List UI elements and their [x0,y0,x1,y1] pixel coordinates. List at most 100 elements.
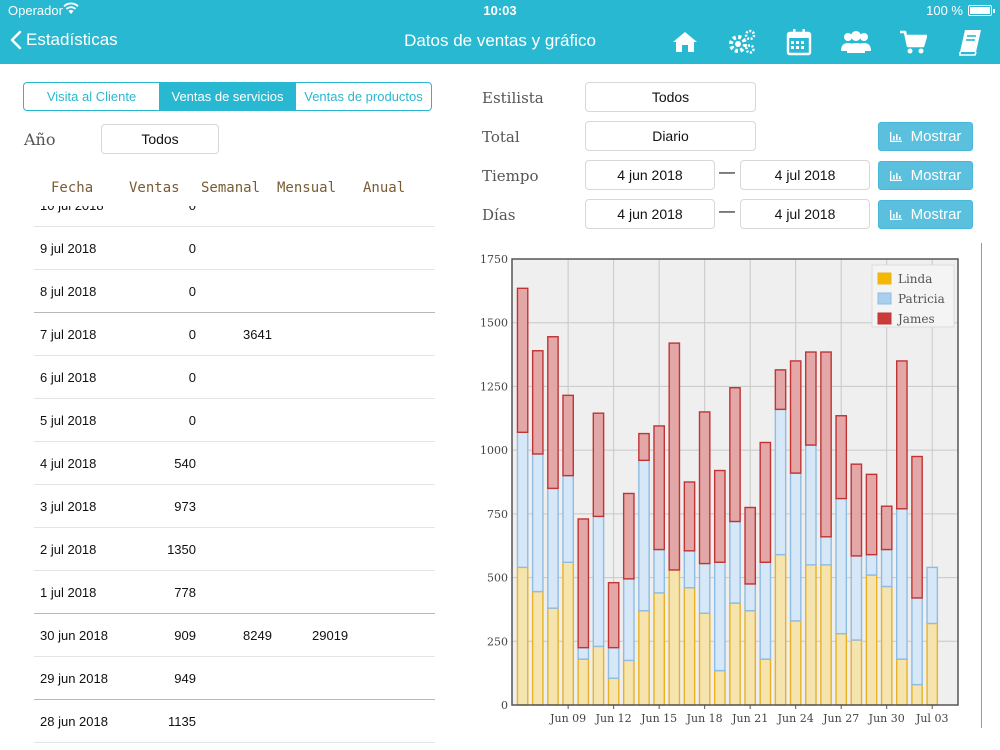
bar-james [516,287,529,434]
table-row[interactable]: 5 jul 2018 0 [34,399,435,442]
bar-james [531,350,544,455]
bar-linda [926,622,939,706]
status-bar: Operador 10:03 100 % [0,0,1000,20]
cell-sales: 0 [188,413,196,428]
days-from-date[interactable]: 4 jun 2018 [585,199,715,229]
segment-client-visit[interactable]: Visita al Cliente [24,83,160,110]
cell-date: 8 jul 2018 [40,284,97,299]
bar-linda [531,590,544,706]
cell-date: 30 jun 2018 [40,628,108,643]
bar-patricia [547,487,559,609]
bar-james [607,581,620,649]
column-header-weekly: Semanal [201,180,261,196]
x-tick-label: Jun 21 [731,712,768,725]
x-tick-label: Jun 15 [640,712,677,725]
bar-linda [713,669,726,706]
time-to-date[interactable]: 4 jul 2018 [740,160,870,190]
bar-james [653,425,666,551]
show-time-button[interactable]: Mostrar [878,161,973,190]
bar-linda [850,639,863,706]
bar-linda [668,569,681,706]
bar-linda [653,592,666,706]
cell-sales: 1350 [167,542,196,557]
table-row[interactable]: 29 jun 2018 949 [34,657,435,700]
table-row[interactable]: 1 jul 2018 778 [34,571,435,614]
bar-patricia [789,472,802,622]
table-row[interactable]: 8 jul 2018 0 [34,270,435,313]
show-days-button[interactable]: Mostrar [878,200,973,229]
table-row[interactable]: 10 jul 2018 0 [34,206,435,227]
year-select[interactable]: Todos [101,124,219,154]
bar-linda [683,587,696,706]
bar-linda [607,677,620,706]
calendar-icon[interactable] [781,26,817,58]
bar-patricia [850,555,863,641]
bar-patricia [607,646,620,679]
bar-patricia [729,520,741,604]
sales-chart: 0 250 500 750 1000 1250 1500 1750 Jun 09 Jun 12 Ju… [470,243,982,728]
bar-james [759,441,772,563]
users-icon[interactable] [838,26,874,58]
cell-monthly: 29019 [312,628,349,643]
bar-james [835,415,848,500]
bar-linda [896,658,908,706]
table-row[interactable]: 3 jul 2018 973 [34,485,435,528]
battery-icon [968,5,995,16]
bar-patricia [562,474,574,563]
legend-label-linda: Linda [898,272,932,286]
cell-sales: 0 [188,241,196,256]
table-row[interactable]: 6 jul 2018 0 [34,356,435,399]
bar-linda [547,607,559,706]
y-tick-label: 1250 [480,380,508,393]
year-label: Año [24,130,56,149]
show-total-label: Mostrar [910,128,962,145]
show-time-label: Mostrar [910,167,962,184]
bar-patricia [865,553,878,576]
total-select[interactable]: Diario [585,121,756,151]
column-header-monthly: Mensual [277,180,337,196]
bar-james [713,469,726,563]
days-to-date[interactable]: 4 jul 2018 [740,199,870,229]
back-label: Estadísticas [26,30,118,49]
table-row[interactable]: 7 jul 2018 0 3641 [34,313,435,356]
table-row[interactable]: 30 jun 2018 909 8249 29019 [34,614,435,657]
bar-linda [562,561,574,706]
bar-james [698,411,711,565]
y-tick-label: 750 [487,508,508,521]
bar-patricia [896,508,908,660]
bar-patricia [638,459,650,612]
bar-james [744,506,757,585]
segment-product-sales[interactable]: Ventas de productos [304,89,423,104]
time-from-date[interactable]: 4 jun 2018 [585,160,715,190]
table-row[interactable]: 9 jul 2018 0 [34,227,435,270]
bar-linda [516,566,529,706]
bar-linda [698,612,711,706]
stylist-select[interactable]: Todos [585,82,756,112]
back-button[interactable]: Estadísticas [10,30,118,50]
table-row[interactable]: 28 jun 2018 1135 [34,700,435,743]
settings-icon[interactable] [724,26,760,58]
wifi-icon [63,2,79,18]
cell-date: 6 jul 2018 [40,370,97,385]
home-icon[interactable] [667,26,703,58]
show-total-button[interactable]: Mostrar [878,122,973,151]
cell-date: 4 jul 2018 [40,456,97,471]
cell-date: 7 jul 2018 [40,327,97,342]
bar-patricia [820,536,832,566]
bar-linda [835,632,848,706]
cart-icon[interactable] [895,26,931,58]
y-tick-label: 1000 [480,444,508,457]
bar-james [729,387,741,523]
bar-linda [577,658,590,706]
table-row[interactable]: 4 jul 2018 540 [34,442,435,485]
cell-sales: 540 [174,456,196,471]
cell-sales: 1135 [168,714,196,729]
book-icon[interactable] [952,26,988,58]
bar-james [562,394,574,477]
bar-james [668,342,681,571]
segment-service-sales[interactable]: Ventas de servicios [160,83,296,110]
y-tick-label: 0 [501,699,508,712]
cell-weekly: 3641 [243,327,272,342]
table-row[interactable]: 2 jul 2018 1350 [34,528,435,571]
